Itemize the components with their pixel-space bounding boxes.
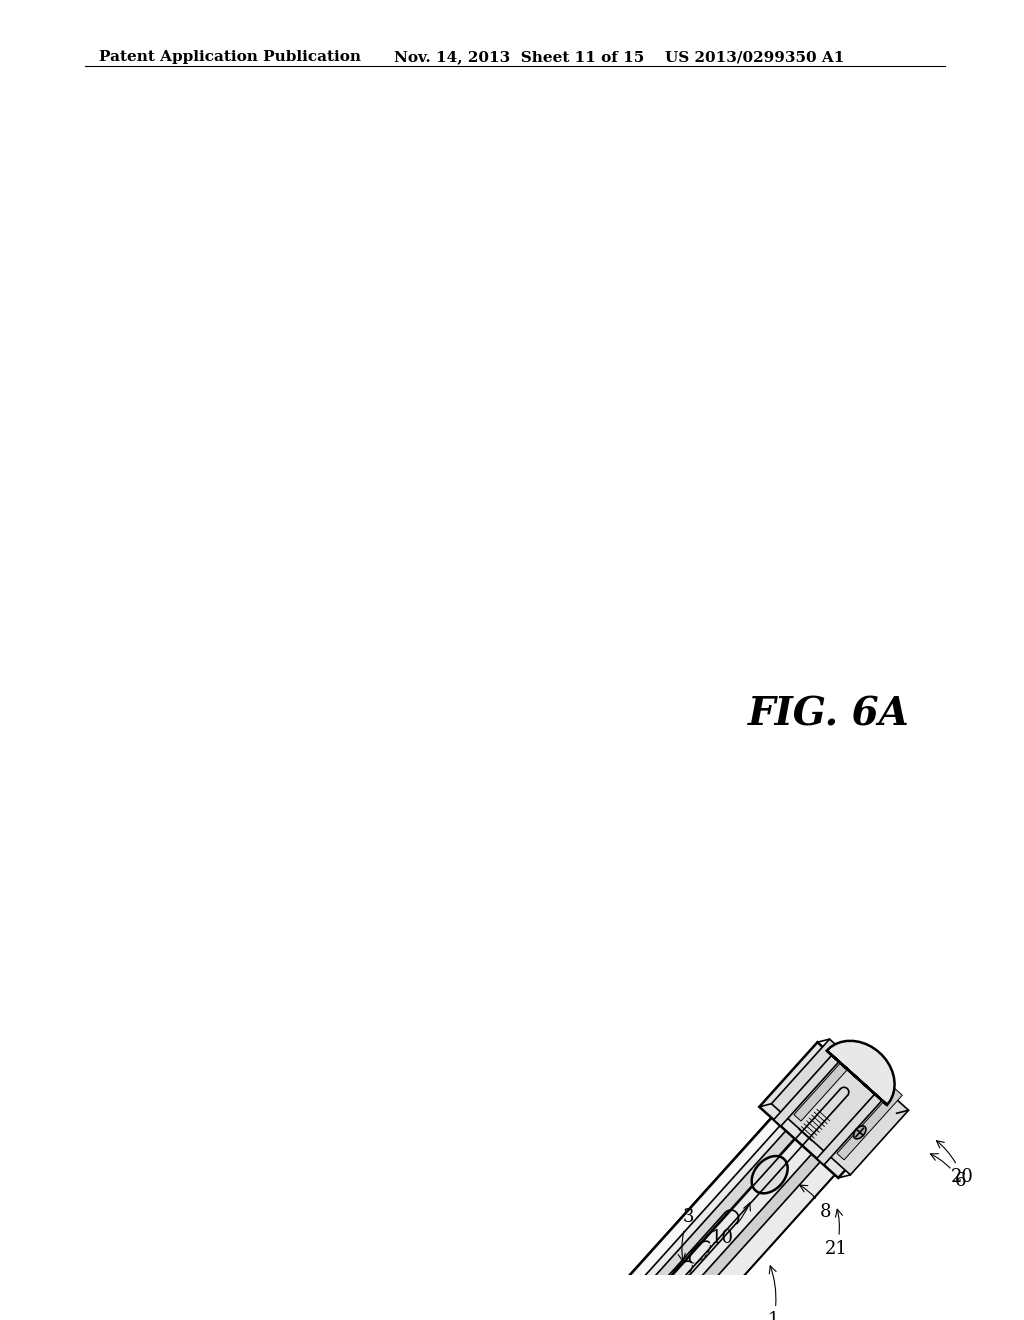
Text: 1: 1	[768, 1266, 779, 1320]
Polygon shape	[771, 1039, 908, 1175]
Text: 20: 20	[936, 1140, 974, 1185]
Text: 21: 21	[824, 1209, 848, 1258]
Polygon shape	[752, 1156, 787, 1193]
Polygon shape	[794, 1049, 859, 1121]
Polygon shape	[817, 1094, 882, 1166]
Polygon shape	[487, 1060, 878, 1320]
Text: FIG. 6A: FIG. 6A	[748, 696, 909, 733]
Polygon shape	[507, 1055, 898, 1320]
Polygon shape	[759, 1043, 896, 1177]
Text: 6: 6	[931, 1154, 967, 1191]
Polygon shape	[542, 1105, 898, 1320]
Text: Nov. 14, 2013  Sheet 11 of 15: Nov. 14, 2013 Sheet 11 of 15	[394, 50, 644, 65]
Text: 10: 10	[711, 1203, 751, 1247]
Polygon shape	[826, 1041, 895, 1105]
Polygon shape	[837, 1089, 902, 1160]
Text: 8: 8	[800, 1185, 830, 1221]
Polygon shape	[527, 1082, 845, 1320]
Text: US 2013/0299350 A1: US 2013/0299350 A1	[665, 50, 844, 65]
Text: 3: 3	[678, 1208, 694, 1261]
Polygon shape	[553, 1106, 870, 1320]
Polygon shape	[823, 1055, 898, 1110]
Text: Patent Application Publication: Patent Application Publication	[99, 50, 361, 65]
Polygon shape	[773, 1055, 839, 1126]
Polygon shape	[854, 1126, 866, 1139]
Polygon shape	[487, 1055, 844, 1320]
